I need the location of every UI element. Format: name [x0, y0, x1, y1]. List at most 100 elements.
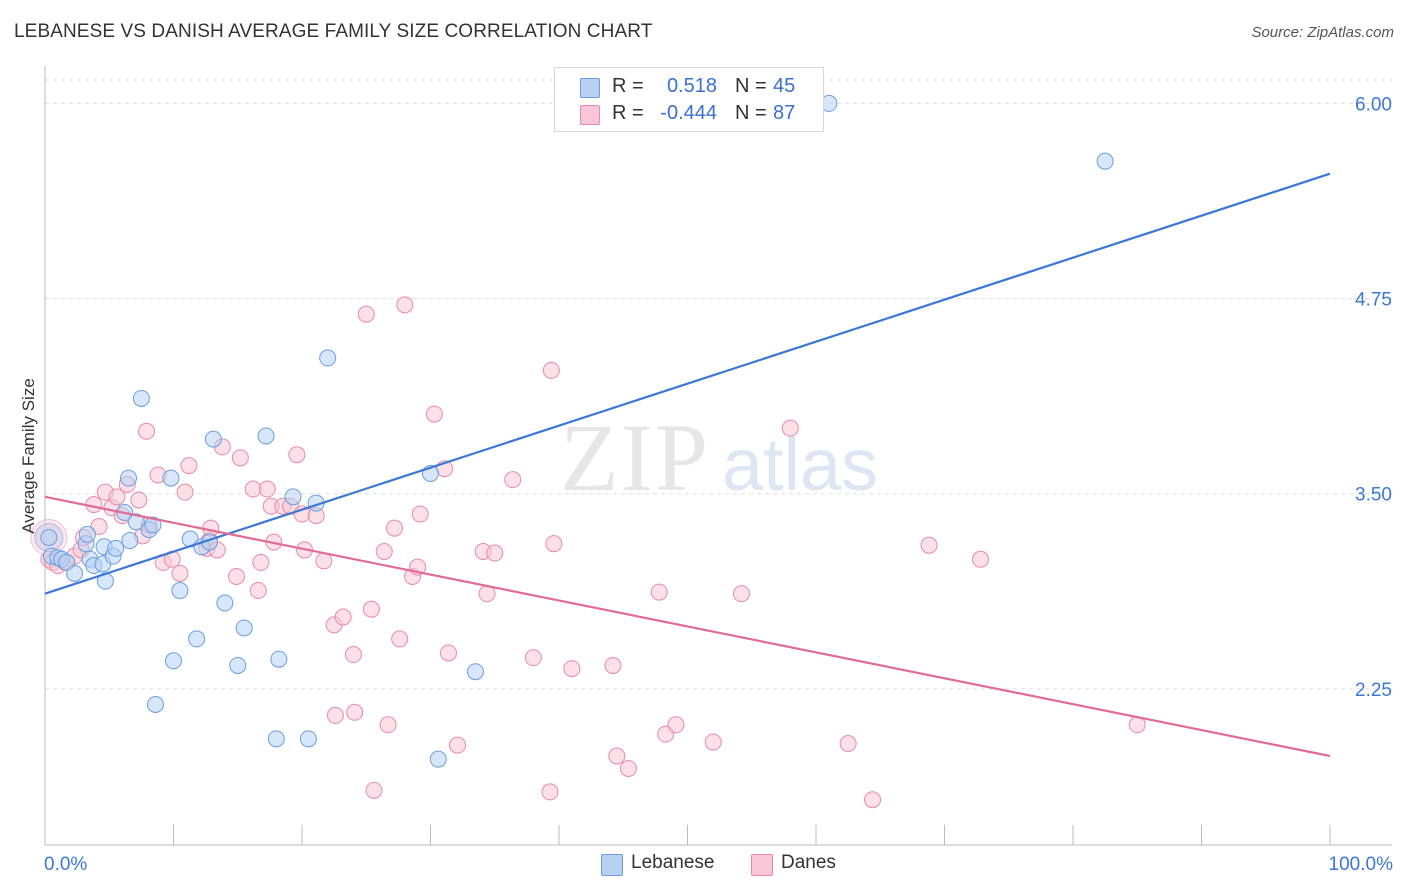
point-lebanese	[121, 532, 139, 550]
gridlines	[45, 79, 1392, 690]
point-danes	[130, 491, 148, 509]
point-danes	[108, 488, 126, 506]
point-danes	[365, 781, 383, 799]
point-lebanese	[257, 427, 275, 445]
point-danes	[545, 535, 563, 553]
bottom-legend-swatch-lebanese	[601, 854, 623, 876]
point-danes	[448, 736, 466, 754]
point-danes	[346, 703, 364, 721]
bottom-legend-label: Lebanese	[631, 852, 715, 873]
point-danes	[326, 706, 344, 724]
point-lebanese	[120, 469, 138, 487]
point-danes	[362, 600, 380, 618]
point-danes	[732, 585, 750, 603]
point-lebanese	[127, 513, 145, 531]
point-danes	[411, 505, 429, 523]
point-danes	[379, 716, 397, 734]
point-danes	[619, 760, 637, 777]
point-lebanese	[216, 594, 234, 612]
point-lebanese	[66, 564, 84, 582]
point-danes	[563, 660, 581, 678]
point-danes	[227, 567, 245, 585]
point-danes	[176, 483, 194, 501]
point-danes	[171, 564, 189, 582]
y-tick-label: 6.00	[1355, 94, 1392, 115]
point-danes	[667, 716, 685, 734]
point-danes	[839, 735, 857, 753]
point-lebanese	[132, 389, 150, 407]
point-danes	[180, 457, 198, 475]
watermark-atlas: atlas	[722, 423, 878, 506]
watermark-zip: ZIP	[560, 404, 710, 511]
point-danes	[231, 449, 249, 467]
watermark: ZIP atlas	[560, 404, 878, 511]
point-lebanese	[270, 650, 288, 668]
x-tick-label-min: 0.0%	[44, 854, 87, 875]
point-danes	[334, 608, 352, 626]
bottom-legend-label: Danes	[781, 852, 836, 873]
point-lebanese	[299, 730, 317, 748]
trend-line-lebanese	[44, 172, 1331, 595]
point-lebanese	[147, 695, 165, 713]
source-label: Source: ZipAtlas.com	[1251, 24, 1394, 41]
point-danes	[524, 649, 542, 667]
point-danes	[439, 644, 457, 662]
legend-n-value: 87	[773, 102, 796, 124]
legend-swatch-danes	[580, 105, 600, 125]
trend-line-danes	[44, 495, 1331, 758]
legend-r-value: 0.518	[666, 75, 717, 97]
point-lebanese	[204, 430, 222, 448]
y-tick-label: 2.25	[1355, 680, 1392, 701]
point-danes	[244, 480, 262, 498]
point-lebanese	[144, 516, 162, 534]
point-danes	[608, 747, 626, 765]
tick-labels: 2.25 3.50 4.75 6.00 0.0% 100.0%	[44, 94, 1393, 875]
point-danes	[781, 419, 799, 437]
point-danes	[375, 542, 393, 560]
point-lebanese	[78, 525, 96, 543]
point-lebanese	[466, 663, 484, 681]
legend-n-label: N =	[735, 75, 767, 97]
point-lebanese	[107, 539, 125, 557]
data-points	[30, 94, 1146, 809]
legend-swatch-lebanese	[580, 78, 600, 98]
point-lebanese	[162, 469, 180, 487]
point-danes	[391, 630, 409, 648]
point-lebanese	[284, 488, 302, 506]
bottom-legend-swatch-danes	[751, 854, 773, 876]
legend-row-lebanese: R = 0.518 N = 45	[555, 74, 823, 100]
legend-n-label: N =	[735, 102, 767, 124]
point-lebanese	[40, 528, 58, 546]
y-tick-label: 4.75	[1355, 290, 1392, 311]
point-lebanese	[429, 750, 447, 768]
point-lebanese	[267, 730, 285, 748]
point-danes	[249, 582, 267, 600]
point-danes	[486, 544, 504, 562]
point-danes	[288, 446, 306, 464]
point-danes	[542, 361, 560, 379]
x-tick-label-max: 100.0%	[1329, 854, 1394, 875]
point-danes	[425, 405, 443, 423]
point-danes	[920, 536, 938, 554]
legend-row-danes: R = -0.444 N = 87	[555, 101, 823, 127]
correlation-legend: R = 0.518 N = 45 R = -0.444 N = 87	[554, 67, 824, 132]
point-danes	[138, 422, 156, 440]
point-danes	[396, 296, 414, 314]
y-tick-label: 3.50	[1355, 485, 1392, 506]
point-danes	[541, 783, 559, 801]
point-lebanese	[229, 656, 247, 674]
point-danes	[971, 550, 989, 568]
point-lebanese	[188, 630, 206, 648]
point-danes	[504, 471, 522, 489]
legend-r-label: R =	[612, 102, 644, 124]
chart-title: LEBANESE VS DANISH AVERAGE FAMILY SIZE C…	[14, 21, 653, 42]
legend-r-label: R =	[612, 75, 644, 97]
point-danes	[386, 519, 404, 537]
point-danes	[704, 733, 722, 751]
legend-r-value: -0.444	[660, 102, 717, 124]
point-danes	[864, 791, 882, 809]
point-lebanese	[171, 582, 189, 600]
legend-n-value: 45	[773, 75, 796, 97]
point-lebanese	[1096, 152, 1114, 170]
point-lebanese	[319, 349, 337, 367]
